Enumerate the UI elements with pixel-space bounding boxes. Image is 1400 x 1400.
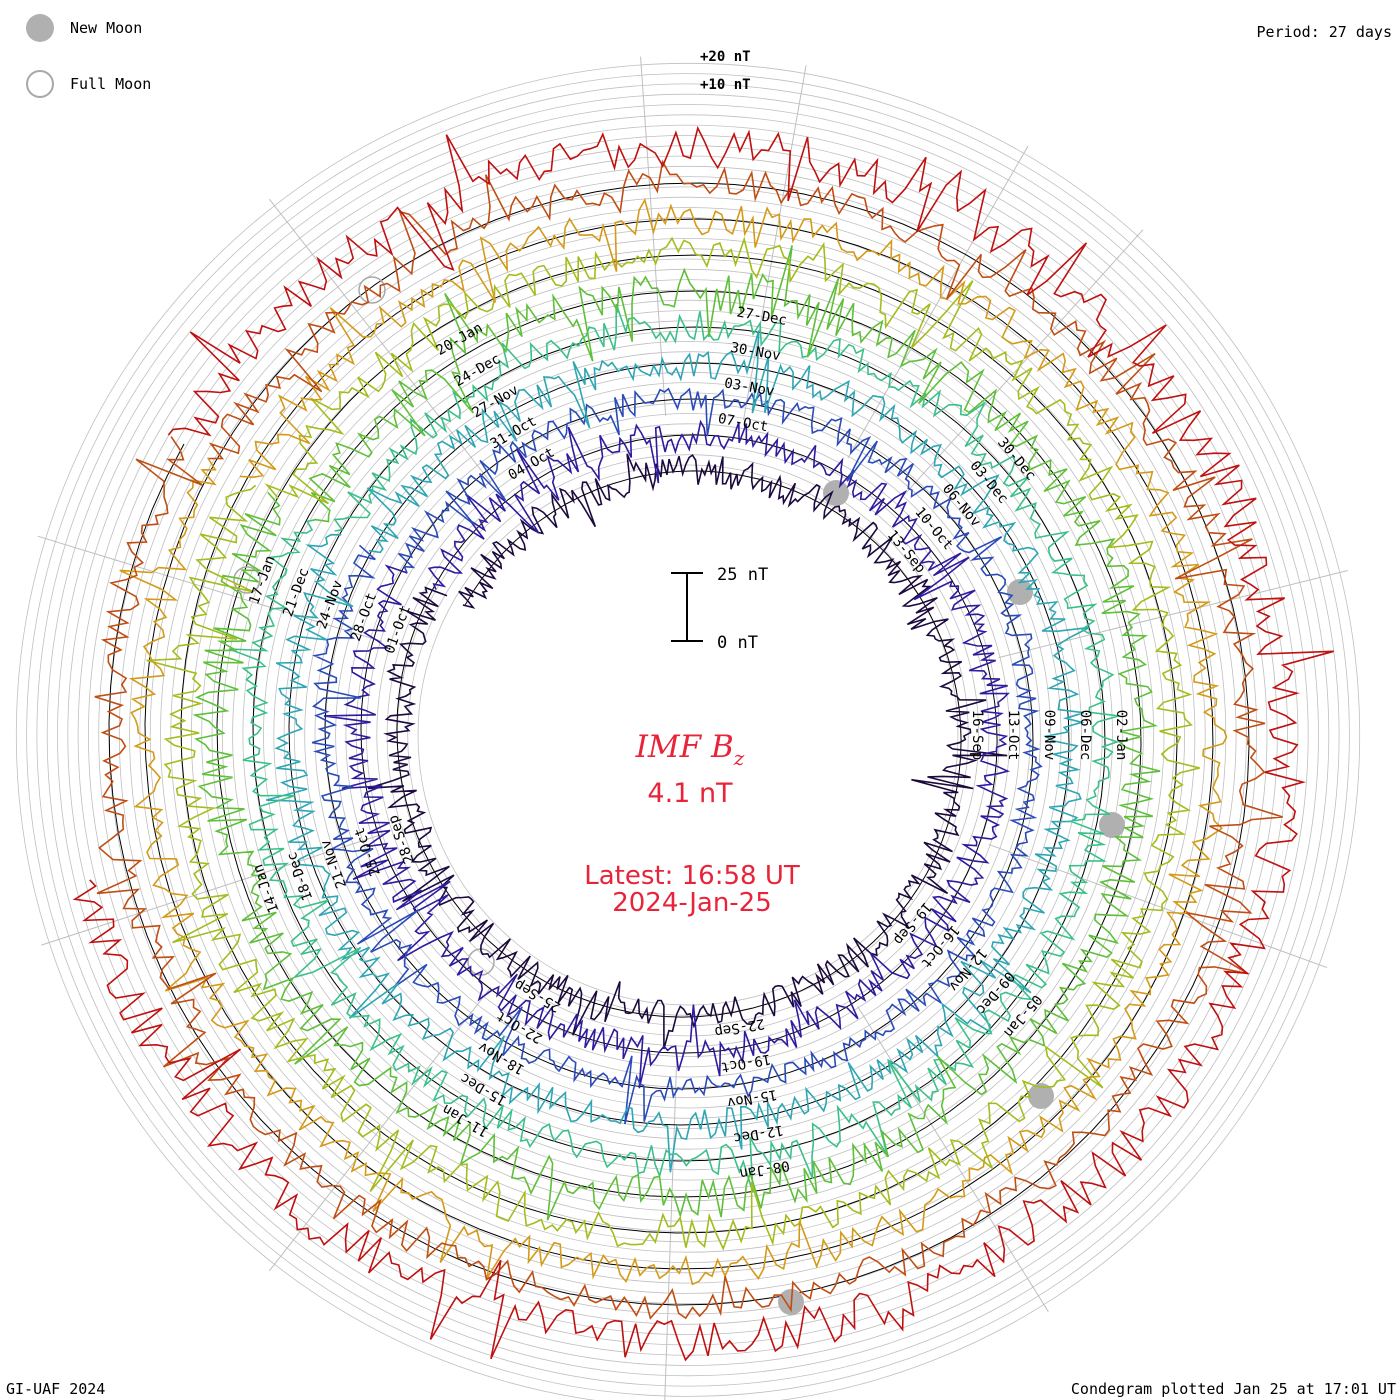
grid-ring bbox=[386, 433, 990, 1037]
bz-series-line bbox=[265, 330, 1090, 1173]
new-moon-icon bbox=[26, 14, 54, 42]
date-label: 02-Jan bbox=[1113, 710, 1129, 761]
date-label: 06-Nov bbox=[939, 481, 984, 530]
new-moon-label: New Moon bbox=[70, 19, 143, 37]
footer-credit: GI-UAF 2024 bbox=[6, 1380, 106, 1398]
date-label: 28-Sep bbox=[385, 813, 417, 866]
legend-full-moon: Full Moon bbox=[26, 68, 151, 100]
date-label: 13-Oct bbox=[1005, 710, 1021, 761]
new-moon-marker bbox=[1099, 812, 1125, 838]
grid-ring bbox=[98, 145, 1278, 1325]
grid-ring bbox=[139, 186, 1237, 1284]
top-scale-20-label: +20 nT bbox=[700, 49, 751, 65]
moon-markers bbox=[233, 276, 1125, 1315]
new-moon-marker bbox=[1007, 579, 1033, 605]
footer-plotted: Condegram plotted Jan 25 at 17:01 UT bbox=[1070, 1380, 1396, 1398]
grid-ring bbox=[304, 351, 1072, 1119]
legend-new-moon: New Moon bbox=[26, 12, 142, 44]
grid-ring bbox=[16, 63, 1360, 1400]
radial-grid-line bbox=[988, 843, 1328, 969]
bz-series bbox=[72, 125, 1334, 1362]
grid-ring bbox=[88, 135, 1288, 1335]
full-moon-icon bbox=[26, 70, 54, 98]
new-moon-marker bbox=[823, 480, 849, 506]
current-value: 4.1 nT bbox=[647, 778, 733, 809]
scale-bar-top-label: 25 nT bbox=[717, 565, 768, 585]
grid-ring bbox=[46, 93, 1330, 1377]
grid-ring bbox=[57, 104, 1319, 1366]
date-label: 08-Jan bbox=[738, 1157, 791, 1182]
latest-time: Latest: 16:58 UT bbox=[584, 861, 800, 891]
date-label: 09-Dec bbox=[973, 968, 1018, 1017]
grid-ring bbox=[160, 207, 1216, 1263]
date-label: 09-Nov bbox=[1041, 710, 1057, 761]
top-scale-10-label: +10 nT bbox=[700, 77, 751, 93]
reference-rings bbox=[108, 182, 1250, 1306]
grid-ring bbox=[273, 320, 1103, 1150]
chart-title: IMF Bz bbox=[635, 729, 745, 770]
bz-series-line bbox=[146, 236, 1200, 1251]
full-moon-marker bbox=[233, 566, 261, 594]
date-label: 31-Oct bbox=[488, 413, 540, 452]
full-moon-label: Full Moon bbox=[70, 75, 152, 93]
grid-ring bbox=[417, 464, 959, 1006]
grid-ring bbox=[26, 73, 1350, 1397]
grid-ring bbox=[129, 176, 1247, 1294]
period-label: Period: 27 days bbox=[1256, 23, 1392, 41]
latest-date: 2024-Jan-25 bbox=[612, 888, 772, 918]
new-moon-marker bbox=[1028, 1083, 1054, 1109]
bz-series-line bbox=[119, 198, 1228, 1286]
grid-ring bbox=[118, 165, 1258, 1305]
grid-ring bbox=[366, 413, 1010, 1057]
grid-ring bbox=[67, 114, 1309, 1356]
scale-bar: 25 nT 0 nT bbox=[671, 565, 768, 653]
date-label: 16-Oct bbox=[917, 922, 962, 971]
chart-title-subscript: z bbox=[733, 746, 745, 770]
date-label: 24-Dec bbox=[452, 351, 504, 390]
zero-level-spiral bbox=[108, 182, 1250, 1306]
grid-ring bbox=[314, 361, 1062, 1109]
bz-series-line bbox=[311, 387, 1043, 1125]
bz-series-line bbox=[323, 419, 1011, 1089]
bz-series-line bbox=[192, 245, 1161, 1221]
scale-bar-bottom-label: 0 nT bbox=[717, 633, 758, 653]
grid-ring bbox=[335, 382, 1041, 1088]
date-label: 06-Dec bbox=[1077, 710, 1093, 761]
grid-ring bbox=[263, 310, 1113, 1160]
date-label: 30-Nov bbox=[729, 340, 782, 365]
date-label: 28-Oct bbox=[348, 591, 380, 644]
date-label: 16-Sep bbox=[969, 710, 985, 761]
grid-ring bbox=[77, 124, 1299, 1346]
bz-series-line bbox=[228, 303, 1120, 1193]
full-moon-marker bbox=[358, 276, 386, 304]
chart-title-main: IMF B bbox=[635, 729, 734, 765]
grid-ring bbox=[36, 83, 1340, 1387]
grid-ring bbox=[170, 217, 1206, 1253]
bz-series-line bbox=[94, 159, 1283, 1320]
grid-ring bbox=[345, 392, 1031, 1078]
radial-grid-line bbox=[857, 1006, 1049, 1312]
grid-ring bbox=[407, 454, 969, 1016]
bz-series-line bbox=[72, 125, 1334, 1362]
radial-grid-line bbox=[664, 1054, 678, 1400]
